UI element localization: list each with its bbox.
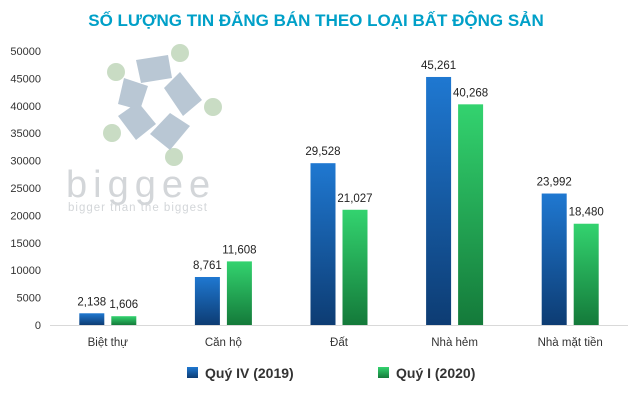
- bar-q1-2020: [573, 223, 599, 325]
- bar-q1-2020: [111, 316, 137, 325]
- watermark-logo: biggee bigger than the biggest: [66, 44, 222, 214]
- logo-segment-4: [118, 102, 156, 140]
- data-label: 23,992: [537, 177, 572, 189]
- y-tick-label: 50000: [10, 46, 41, 58]
- bar-q4-2019: [541, 193, 567, 325]
- data-label: 11,608: [222, 244, 256, 256]
- logo-dot-5: [103, 124, 121, 142]
- bar-q1-2020: [342, 209, 368, 325]
- logo-dot-4: [165, 148, 183, 166]
- x-category-label: Đất: [330, 337, 349, 349]
- bar-q1-2020: [226, 261, 252, 325]
- x-category-label: Nhà mặt tiền: [538, 337, 603, 349]
- x-category-label: Biệt thự: [88, 337, 129, 349]
- logo-segment-2: [164, 72, 202, 116]
- legend-label-q4-2019: Quý IV (2019): [205, 365, 294, 381]
- y-tick-label: 40000: [10, 101, 41, 113]
- data-label: 18,480: [569, 207, 604, 219]
- watermark-tagline: bigger than the biggest: [68, 202, 208, 214]
- bar-q1-2020: [458, 104, 484, 325]
- y-tick-label: 15000: [10, 238, 41, 250]
- data-label: 29,528: [305, 146, 340, 158]
- data-label: 45,261: [421, 60, 456, 72]
- chart-title: SỐ LƯỢNG TIN ĐĂNG BÁN THEO LOẠI BẤT ĐỘNG…: [88, 10, 544, 30]
- legend-swatch-q4-2019: [187, 367, 198, 378]
- y-tick-label: 30000: [10, 156, 41, 168]
- legend: Quý IV (2019) Quý I (2020): [187, 365, 475, 381]
- bar-q4-2019: [194, 276, 220, 325]
- data-label: 2,138: [77, 296, 106, 308]
- legend-swatch-q1-2020: [378, 367, 389, 378]
- logo-segment-3: [150, 113, 190, 150]
- bar-q4-2019: [310, 163, 336, 325]
- y-tick-label: 35000: [10, 128, 41, 140]
- y-tick-label: 10000: [10, 265, 41, 277]
- logo-segment-5: [118, 78, 148, 110]
- logo-dot-1: [107, 63, 125, 81]
- bar-q4-2019: [426, 76, 452, 325]
- category-labels: Biệt thự Căn hộ Đất Nhà hẻm Nhà mặt tiền: [88, 337, 603, 349]
- y-tick-label: 45000: [10, 73, 41, 85]
- logo-dot-3: [204, 98, 222, 116]
- data-label: 21,027: [337, 193, 372, 205]
- data-label: 40,268: [453, 87, 488, 99]
- x-category-label: Nhà hẻm: [431, 337, 478, 349]
- logo-dot-2: [171, 44, 189, 62]
- legend-label-q1-2020: Quý I (2020): [396, 365, 475, 381]
- x-category-label: Căn hộ: [205, 337, 242, 349]
- data-label: 1,606: [109, 299, 138, 311]
- bar-q4-2019: [79, 313, 105, 325]
- y-tick-label: 25000: [10, 183, 41, 195]
- y-tick-label: 5000: [17, 293, 41, 305]
- watermark-brand: biggee: [66, 164, 216, 206]
- logo-segment-1: [136, 55, 172, 83]
- data-label: 8,761: [193, 260, 222, 272]
- y-tick-label: 0: [35, 320, 41, 332]
- y-axis: 0 5000 10000 15000 20000 25000 30000 35000 40000…: [10, 46, 41, 332]
- y-tick-label: 20000: [10, 210, 41, 222]
